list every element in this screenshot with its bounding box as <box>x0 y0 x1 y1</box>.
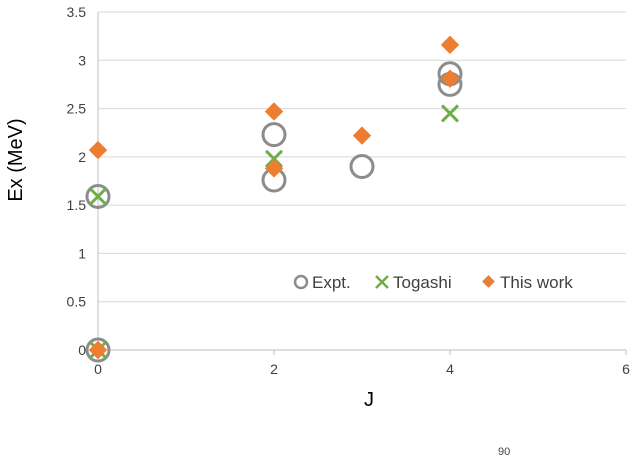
legend-label-togashi: Togashi <box>393 273 452 292</box>
legend-item-togashi: Togashi <box>375 273 452 292</box>
point-expt <box>85 183 111 209</box>
point-this-work <box>264 102 284 121</box>
y-tick-label: 3 <box>78 52 86 68</box>
legend: Expt. Togashi This work <box>293 273 573 292</box>
gridlines <box>97 11 626 351</box>
legend-item-this-work: This work <box>482 273 573 292</box>
superscript-fragment: 90 <box>498 446 511 458</box>
point-expt <box>85 337 111 363</box>
point-this-work <box>440 35 460 55</box>
point-this-work <box>88 340 108 360</box>
legend-marker-expt <box>293 274 309 290</box>
legend-item-expt: Expt. <box>293 273 351 292</box>
point-this-work <box>88 140 108 160</box>
point-this-work <box>440 69 460 88</box>
point-togashi <box>88 187 108 206</box>
y-axis-title: Ex (MeV) <box>5 118 27 201</box>
point-this-work <box>264 159 284 178</box>
x-tick-label: 4 <box>446 361 454 377</box>
legend-label-this-work: This work <box>500 273 573 292</box>
y-tick-label: 2 <box>78 149 86 165</box>
point-togashi <box>440 104 460 123</box>
point-this-work <box>352 126 372 145</box>
y-tick-label: 3.5 <box>67 4 87 20</box>
point-expt <box>349 154 375 180</box>
legend-label-expt: Expt. <box>312 273 351 292</box>
x-axis-title: J <box>364 389 374 411</box>
legend-marker-this-work <box>482 275 495 288</box>
y-tick-labels: 0 0.5 1 1.5 2 2.5 3 3.5 <box>67 4 87 358</box>
point-expt <box>261 122 287 148</box>
point-togashi <box>264 149 284 168</box>
data-points <box>85 35 463 363</box>
x-tick-label: 0 <box>94 361 102 377</box>
x-tick-label: 6 <box>622 361 630 377</box>
y-tick-label: 1 <box>78 245 86 261</box>
x-tick-labels: 0 2 4 6 <box>94 350 630 377</box>
y-tick-label: 2.5 <box>67 101 87 117</box>
y-tick-label: 0.5 <box>67 294 87 310</box>
y-tick-label: 0 <box>78 342 86 358</box>
x-tick-label: 2 <box>270 361 278 377</box>
y-tick-label: 1.5 <box>67 197 87 213</box>
legend-marker-togashi <box>375 275 389 289</box>
